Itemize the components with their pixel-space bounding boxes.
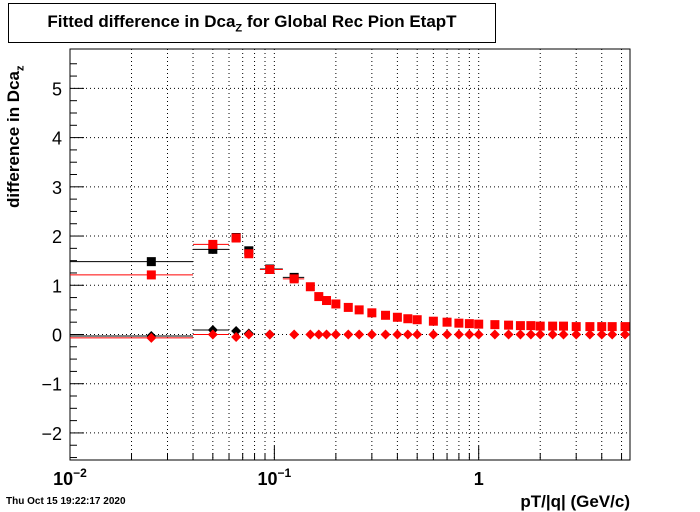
diamond-marker [515, 329, 526, 340]
diamond-marker [464, 329, 475, 340]
square-marker [559, 321, 569, 331]
diamond-marker [558, 329, 569, 340]
y-tick-label: −2 [41, 424, 62, 444]
diamond-marker [354, 329, 365, 340]
square-marker [146, 270, 156, 280]
diamond-marker [343, 329, 354, 340]
square-marker [392, 312, 402, 322]
x-tick-label: 10−1 [257, 466, 291, 489]
y-tick-label: 0 [52, 325, 62, 345]
square-marker [607, 322, 617, 332]
square-marker [331, 299, 341, 309]
square-marker [428, 316, 438, 326]
tick-labels: −2 −1 0 1 2 3 4 5 10−2 10−1 1 [41, 79, 483, 489]
diamond-marker [313, 329, 324, 340]
diamond-marker [442, 329, 453, 340]
square-marker [354, 305, 364, 315]
square-marker [305, 282, 315, 292]
diamond-marker [547, 329, 558, 340]
square-marker [474, 319, 484, 329]
diamond-marker [231, 331, 242, 342]
diamond-marker [584, 329, 595, 340]
square-marker [548, 321, 558, 331]
square-marker [585, 322, 595, 332]
grid-lines [70, 49, 630, 460]
square-marker [526, 321, 536, 331]
square-marker [208, 239, 218, 249]
square-marker [231, 233, 241, 243]
diamond-marker [412, 329, 423, 340]
square-marker [464, 319, 474, 329]
diamond-marker [330, 329, 341, 340]
square-marker [403, 314, 413, 324]
square-marker [367, 308, 377, 318]
diamond-marker [289, 329, 300, 340]
square-marker [322, 296, 332, 306]
square-marker [208, 244, 218, 254]
y-tick-label: 5 [52, 79, 62, 99]
chart-title: Fitted difference in DcaZ for Global Rec… [47, 12, 457, 35]
square-marker [146, 257, 156, 267]
square-marker [454, 318, 464, 328]
axis-ticks [69, 63, 623, 460]
diamond-marker [305, 329, 316, 340]
diamond-marker [243, 329, 254, 340]
diamond-marker [503, 329, 514, 340]
diamond-marker [366, 329, 377, 340]
diamond-marker [620, 329, 631, 340]
diamond-marker [402, 329, 413, 340]
y-tick-label: 3 [52, 178, 62, 198]
diamond-marker [392, 329, 403, 340]
diamond-marker [473, 329, 484, 340]
diamond-marker [571, 329, 582, 340]
square-marker [244, 249, 254, 259]
square-marker [597, 322, 607, 332]
square-marker [265, 265, 275, 275]
data-points [70, 233, 631, 343]
y-tick-label: 4 [52, 129, 62, 149]
square-marker [314, 292, 324, 302]
title-box: Fitted difference in DcaZ for Global Rec… [8, 3, 496, 43]
x-tick-label: 10−2 [53, 466, 87, 489]
square-marker [490, 320, 500, 330]
diamond-marker [525, 329, 536, 340]
square-marker [381, 310, 391, 320]
square-marker [412, 315, 422, 325]
square-marker [620, 322, 630, 332]
diamond-marker [607, 329, 618, 340]
square-marker [535, 321, 545, 331]
diamond-marker [380, 329, 391, 340]
y-tick-label: −1 [41, 375, 62, 395]
diamond-marker [146, 332, 157, 343]
diamond-marker [321, 329, 332, 340]
diamond-marker [596, 329, 607, 340]
square-marker [442, 317, 452, 327]
diamond-marker [489, 329, 500, 340]
y-axis-label: difference in Dcaz [4, 65, 27, 209]
x-axis-label: pT/|q| (GeV/c) [520, 492, 630, 511]
square-marker [571, 322, 581, 332]
y-tick-label: 1 [52, 276, 62, 296]
diamond-marker [535, 329, 546, 340]
square-marker [515, 321, 525, 331]
square-marker [289, 274, 299, 284]
square-marker [504, 320, 514, 330]
diamond-marker [428, 329, 439, 340]
x-tick-label: 1 [474, 469, 484, 489]
square-marker [343, 302, 353, 312]
y-tick-label: 2 [52, 227, 62, 247]
diamond-marker [231, 326, 242, 337]
diamond-marker [453, 329, 464, 340]
timestamp: Thu Oct 15 19:22:17 2020 [6, 496, 126, 507]
plot-frame [69, 48, 631, 461]
diamond-marker [207, 329, 218, 340]
diamond-marker [264, 329, 275, 340]
